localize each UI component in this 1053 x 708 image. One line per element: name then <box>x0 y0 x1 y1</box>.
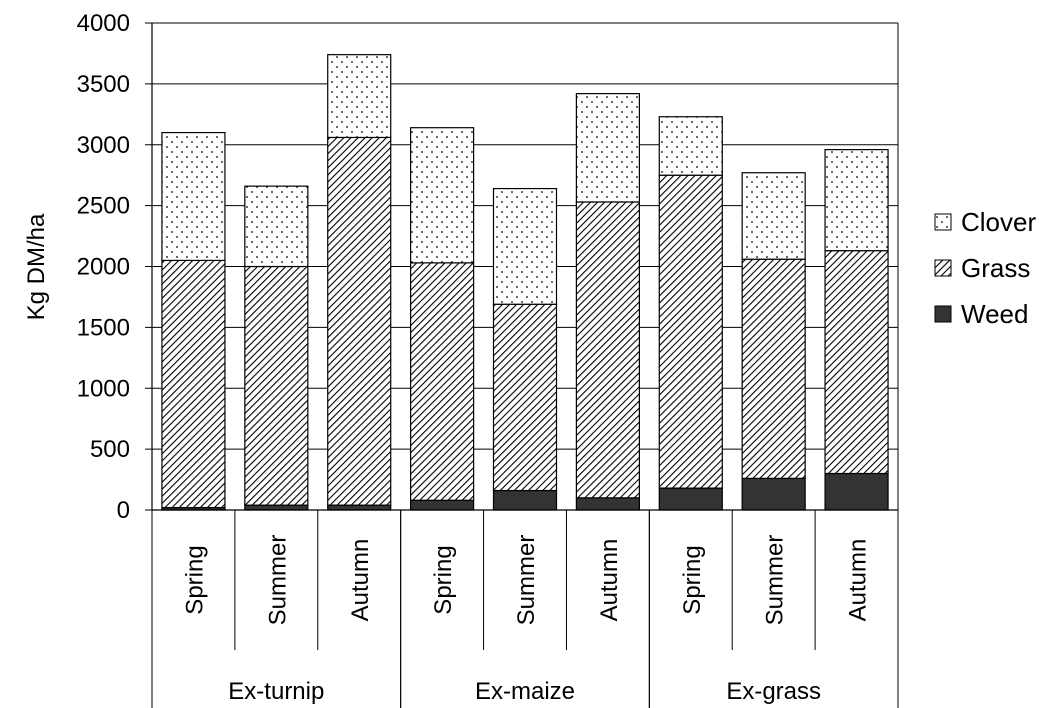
x-category-label: Summer <box>513 535 540 626</box>
bar-segment-grass <box>492 303 558 492</box>
y-axis-title: Kg DM/ha <box>23 213 50 320</box>
x-category-label: Spring <box>430 545 457 614</box>
legend-swatch-grass <box>934 259 952 277</box>
y-axis-tick-labels: 0 500 1000 1500 2000 2500 3000 3500 4000 <box>77 10 130 524</box>
legend-swatch-weed <box>934 305 952 323</box>
y-tick-label: 2000 <box>77 254 130 281</box>
y-tick-label: 2500 <box>77 193 130 220</box>
bar-segment-weed <box>575 497 640 511</box>
legend-swatch-clover <box>934 213 952 231</box>
y-tick-label: 1500 <box>77 314 130 341</box>
axes <box>145 22 899 708</box>
y-tick-label: 500 <box>90 436 130 463</box>
legend: Clover Grass Weed <box>934 207 1036 329</box>
bar-segment-clover <box>161 131 226 262</box>
y-tick-label: 0 <box>117 497 130 524</box>
bar-segment-weed <box>824 472 889 511</box>
bar-segment-clover <box>244 185 309 268</box>
bar-segment-weed <box>327 504 392 511</box>
bar-segment-weed <box>410 499 475 511</box>
legend-label-weed: Weed <box>961 299 1028 329</box>
x-category-label: Spring <box>181 545 208 614</box>
bar-segment-grass <box>244 265 309 506</box>
legend-label-grass: Grass <box>961 253 1030 283</box>
bar-segment-weed <box>244 504 309 511</box>
x-category-label: Spring <box>679 545 706 614</box>
bar-segment-weed <box>492 489 558 511</box>
bar-segment-grass <box>824 250 889 475</box>
x-group-label: Ex-maize <box>475 678 575 705</box>
x-category-label: Autumn <box>347 539 374 622</box>
x-group-label: Ex-grass <box>726 678 821 705</box>
y-tick-label: 3500 <box>77 71 130 98</box>
x-group-label: Ex-turnip <box>228 678 324 705</box>
bar-segment-clover <box>575 93 640 203</box>
bar-segment-grass <box>161 259 226 509</box>
bar-segment-clover <box>327 54 392 139</box>
x-category-label: Summer <box>264 535 291 626</box>
bar-segment-grass <box>741 258 806 479</box>
bar-segment-clover <box>741 172 806 260</box>
bar-segment-clover <box>824 149 889 252</box>
bar-segment-grass <box>327 136 392 506</box>
y-tick-label: 4000 <box>77 10 130 37</box>
bars <box>161 54 889 511</box>
bar-segment-grass <box>575 201 640 499</box>
x-category-label: Summer <box>762 535 789 626</box>
bar-segment-clover <box>658 116 723 176</box>
x-category-label: Autumn <box>845 539 872 622</box>
bar-segment-weed <box>658 487 723 511</box>
y-tick-label: 3000 <box>77 132 130 159</box>
bar-segment-clover <box>410 127 475 264</box>
x-category-label: Autumn <box>596 539 623 622</box>
x-axis-category-labels: Spring Summer Autumn Ex-turnip Spring Summer A… <box>181 535 871 705</box>
y-tick-label: 1000 <box>77 375 130 402</box>
legend-label-clover: Clover <box>961 207 1036 237</box>
bar-segment-grass <box>410 262 475 501</box>
bar-segment-grass <box>658 174 723 489</box>
bar-segment-clover <box>492 187 558 305</box>
bar-segment-weed <box>741 477 806 511</box>
